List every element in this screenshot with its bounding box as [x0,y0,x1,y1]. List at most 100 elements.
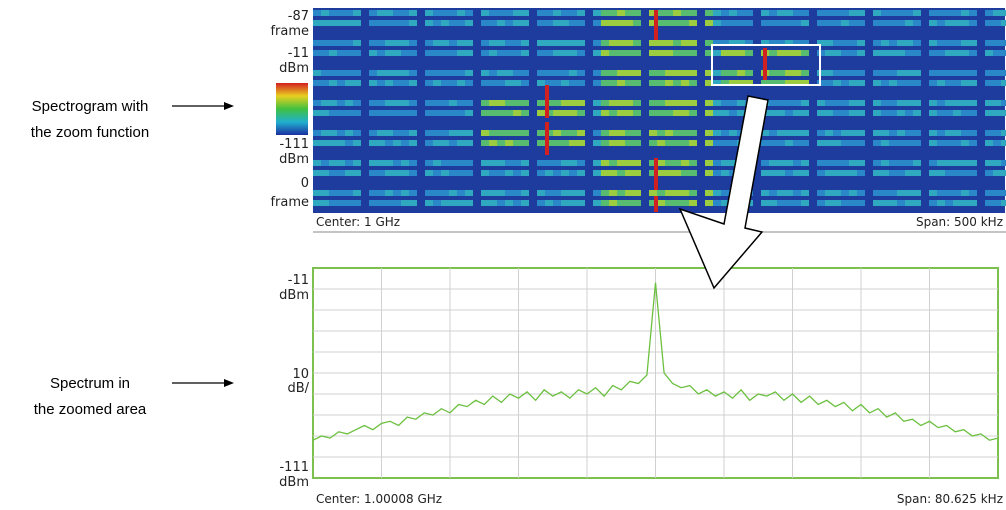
spectrogram-cell [929,80,937,86]
spectrogram-cell [1001,10,1006,16]
spectrogram-cell [961,130,969,136]
spectrogram-cell [817,160,825,166]
spectrogram-cell [409,10,417,16]
spectrogram-cell [737,100,745,106]
spectrogram-cell [337,40,345,46]
spectrogram-cell [785,140,793,146]
spectrogram-cell [841,160,849,166]
spectrogram-cell [689,140,697,146]
spectrogram-cell [633,190,641,196]
spectrogram-cell [937,110,945,116]
spectrogram-cell [569,70,577,76]
spectrogram-cell [385,50,393,56]
spectrogram-cell [481,100,489,106]
spectrogram-cell [369,100,377,106]
spectrogram-cell [321,50,329,56]
spectrogram-cell [625,100,633,106]
spectrogram-cell [873,140,881,146]
spectrogram-cell [465,170,473,176]
spectrogram-cell [897,140,905,146]
spectrogram-cell [401,80,409,86]
span-label: Span: 80.625 kHz [897,492,1003,506]
spectrogram-cell [441,50,449,56]
spectrogram-cell [449,100,457,106]
spectrogram-cell [625,190,633,196]
spectrogram-cell [321,130,329,136]
spectrogram-cell [433,100,441,106]
spectrogram-cell [601,110,609,116]
spectrogram-cell [545,160,553,166]
spectrogram-cell [929,20,937,26]
spectrogram-cell [321,100,329,106]
spectrogram-cell [873,170,881,176]
spectrogram-cell [721,20,729,26]
spectrogram-cell [497,20,505,26]
spectrogram-cell [913,10,921,16]
spectrogram-cell [745,50,753,56]
spectrogram-cell [961,200,969,206]
spectrogram-cell [1001,20,1006,26]
color-bar [276,83,308,135]
spectrogram-cell [657,160,665,166]
spectrogram-cell [625,80,633,86]
spectrogram-cell [673,190,681,196]
spectrogram-cell [425,20,433,26]
spectrogram-cell [465,80,473,86]
spectrogram-cell [857,140,865,146]
spectrogram-cell [353,40,361,46]
spectrogram-cell [705,170,713,176]
spectrogram-cell [321,160,329,166]
spectrogram-cell [825,140,833,146]
spectrogram-cell [425,160,433,166]
spectrogram-cell [897,10,905,16]
spectrogram-cell [449,50,457,56]
spectrogram-cell [857,70,865,76]
spectrogram-cell [577,110,585,116]
spectrogram-cell [785,80,793,86]
spectrogram-cell [1001,100,1006,106]
spectrogram-cell [345,160,353,166]
spectrogram-cell [873,130,881,136]
spectrogram-cell [881,100,889,106]
spectrogram-cell [801,70,809,76]
spectrogram-cell [897,200,905,206]
spectrogram-cell [657,20,665,26]
spectrogram-cell [393,160,401,166]
spectrogram-cell [793,10,801,16]
spectrogram-cell [537,130,545,136]
spectrogram-cell [497,110,505,116]
spectrogram-cell [369,20,377,26]
spectrogram-cell [913,80,921,86]
spectrogram-cell [329,70,337,76]
spectrogram-cell [545,80,553,86]
spectrogram-cell [881,130,889,136]
spectrogram-cell [561,70,569,76]
spectrogram-cell [985,160,993,166]
grid [313,268,998,478]
callout-text: the zoomed area [34,401,147,418]
carrier [545,85,549,118]
spectrogram-cell [593,40,601,46]
spectrogram-cell [369,140,377,146]
spectrogram-cell [481,10,489,16]
callout-arrowhead [224,379,234,387]
spectrogram-cell [713,50,721,56]
spectrogram-cell [537,140,545,146]
spectrogram-cell [513,10,521,16]
spectrogram-cell [961,50,969,56]
spectrogram-cell [833,140,841,146]
bottom-level: -111 [279,460,309,475]
spectrogram-cell [761,200,769,206]
spectrogram-cell [817,40,825,46]
spectrogram-cell [1001,200,1006,206]
spectrogram-cell [601,70,609,76]
spectrogram-cell [729,50,737,56]
spectrogram-cell [441,10,449,16]
spectrogram-cell [841,100,849,106]
spectrogram-cell [961,100,969,106]
spectrogram-cell [681,190,689,196]
spectrogram-cell [873,160,881,166]
spectrogram-cell [913,100,921,106]
spectrogram-cell [745,20,753,26]
spectrogram-cell [609,110,617,116]
